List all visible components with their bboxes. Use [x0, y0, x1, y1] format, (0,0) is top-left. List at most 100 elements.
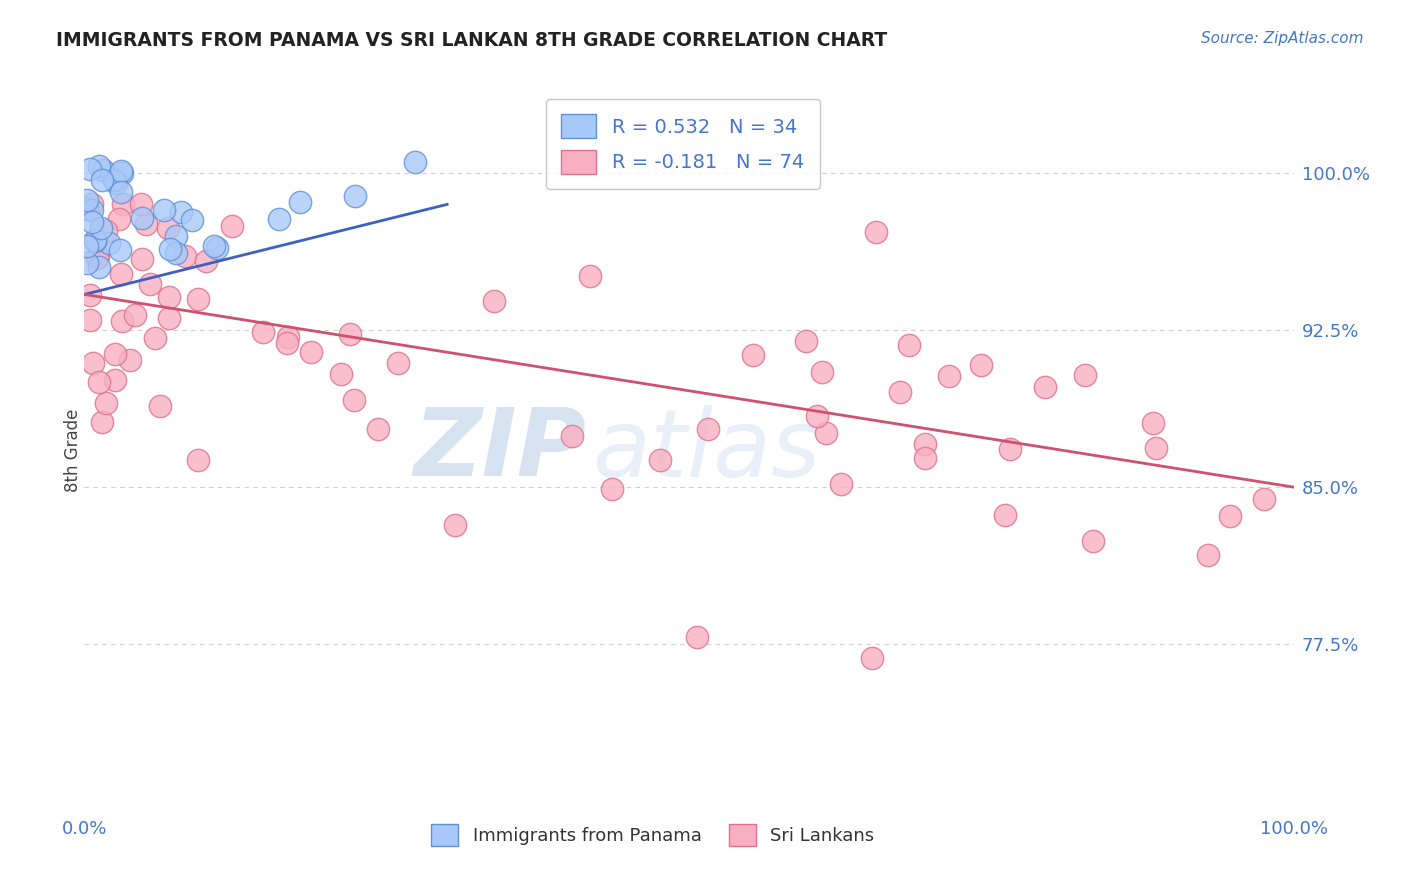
Point [811, 365, 834, 379]
Text: ZIP: ZIP [413, 404, 586, 497]
Point [860, 650, 883, 665]
Point [90, 416, 112, 430]
Point [139, 277, 162, 291]
Point [82, 197, 104, 211]
Point [111, 314, 134, 328]
Point [998, 442, 1021, 457]
Point [91, 172, 114, 186]
Point [648, 453, 671, 467]
Point [76, 239, 98, 253]
Point [202, 239, 225, 253]
Point [103, 173, 125, 187]
Point [970, 358, 993, 372]
Point [187, 452, 209, 467]
Point [82, 355, 104, 369]
Point [149, 399, 172, 413]
Text: Source: ZipAtlas.com: Source: ZipAtlas.com [1201, 31, 1364, 46]
Point [165, 246, 187, 260]
Point [994, 508, 1017, 522]
Point [697, 422, 720, 436]
Point [156, 221, 179, 235]
Point [110, 267, 132, 281]
Point [104, 373, 127, 387]
Point [79, 288, 101, 302]
Point [339, 326, 361, 341]
Point [76, 202, 98, 217]
Point [194, 253, 217, 268]
Point [938, 368, 960, 383]
Point [1144, 442, 1167, 456]
Point [1142, 416, 1164, 430]
Point [91, 163, 114, 178]
Point [299, 344, 322, 359]
Point [806, 409, 828, 424]
Point [110, 164, 132, 178]
Point [105, 177, 128, 191]
Y-axis label: 8th Grade: 8th Grade [65, 409, 82, 492]
Point [221, 219, 243, 233]
Point [87, 375, 110, 389]
Point [131, 211, 153, 226]
Point [152, 202, 174, 217]
Point [111, 166, 134, 180]
Point [205, 241, 228, 255]
Point [90, 220, 112, 235]
Point [173, 249, 195, 263]
Point [159, 242, 181, 256]
Point [1219, 508, 1241, 523]
Text: IMMIGRANTS FROM PANAMA VS SRI LANKAN 8TH GRADE CORRELATION CHART: IMMIGRANTS FROM PANAMA VS SRI LANKAN 8TH… [56, 31, 887, 50]
Point [80, 215, 103, 229]
Point [187, 292, 209, 306]
Point [914, 450, 936, 465]
Point [108, 212, 131, 227]
Point [89, 159, 111, 173]
Point [269, 211, 291, 226]
Point [83, 234, 105, 248]
Point [170, 205, 193, 219]
Point [94, 395, 117, 409]
Point [889, 384, 911, 399]
Point [794, 334, 817, 348]
Point [76, 193, 98, 207]
Point [741, 348, 763, 362]
Point [110, 185, 132, 199]
Point [1074, 368, 1097, 383]
Point [367, 421, 389, 435]
Point [404, 155, 426, 169]
Point [86, 233, 108, 247]
Point [252, 325, 274, 339]
Point [94, 224, 117, 238]
Point [387, 355, 409, 369]
Point [1253, 492, 1275, 507]
Point [165, 228, 187, 243]
Point [180, 213, 202, 227]
Point [87, 260, 110, 274]
Point [579, 268, 602, 283]
Point [79, 161, 101, 176]
Point [104, 347, 127, 361]
Point [343, 392, 366, 407]
Point [120, 353, 142, 368]
Point [344, 188, 367, 202]
Point [79, 313, 101, 327]
Point [602, 483, 624, 497]
Point [87, 249, 110, 263]
Point [110, 243, 132, 257]
Point [330, 367, 353, 381]
Point [830, 476, 852, 491]
Text: atlas: atlas [592, 405, 821, 496]
Legend: Immigrants from Panama, Sri Lankans: Immigrants from Panama, Sri Lankans [423, 817, 882, 854]
Point [914, 436, 936, 450]
Point [276, 336, 298, 351]
Point [129, 197, 152, 211]
Point [135, 217, 157, 231]
Point [80, 203, 103, 218]
Point [482, 293, 505, 308]
Point [131, 252, 153, 267]
Point [561, 429, 583, 443]
Point [686, 630, 709, 644]
Point [865, 225, 887, 239]
Point [290, 194, 312, 209]
Point [145, 331, 167, 345]
Point [157, 290, 180, 304]
